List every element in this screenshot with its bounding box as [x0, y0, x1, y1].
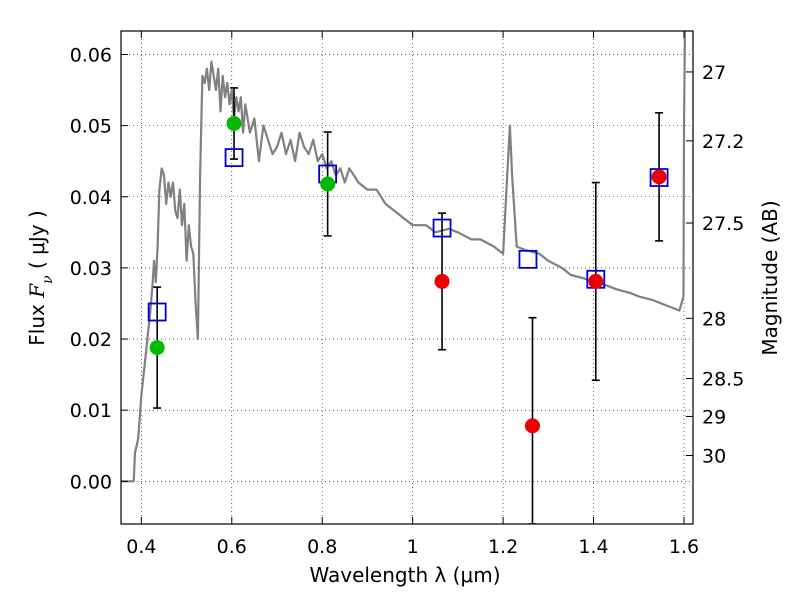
grid-layer	[121, 31, 693, 524]
observed-flux-point	[434, 273, 450, 289]
tick-layer: 0.4 0.6 0.8 1 1.2 1.4 1.6 0.00 0.01 0.02 0.03 0.04 0…	[70, 31, 744, 558]
x-tick-label: 1	[407, 536, 419, 558]
y-axis-title-suffix: ( μJy )	[25, 210, 49, 275]
y-tick-label: 0.04	[70, 187, 112, 209]
x-tick-label: 0.6	[217, 536, 247, 558]
x-tick-label: 1.6	[669, 536, 699, 558]
y2-tick-label: 30	[702, 445, 726, 467]
sed-template-line	[121, 31, 687, 483]
y-axis-title-prefix: Flux	[25, 298, 49, 346]
y2-tick-label: 29	[702, 406, 726, 428]
y-tick-label: 0.01	[70, 400, 112, 422]
y-axis-title-symbol: F	[25, 283, 49, 299]
y2-tick-label: 27	[702, 62, 726, 84]
x-tick-label: 0.8	[307, 536, 337, 558]
y2-tick-label: 27.5	[702, 213, 744, 235]
model-photometry-square	[518, 249, 538, 269]
observed-flux-point	[320, 176, 336, 192]
y-tick-label: 0.03	[70, 258, 112, 280]
observed-flux-point	[226, 115, 242, 131]
y2-tick-label: 28	[702, 308, 726, 330]
x-tick-label: 1.2	[488, 536, 518, 558]
observed-flux-point	[651, 169, 667, 185]
y-tick-label: 0.00	[70, 471, 112, 493]
y-tick-label: 0.05	[70, 116, 112, 138]
y2-tick-label: 28.5	[702, 368, 744, 390]
observed-flux-point	[588, 273, 604, 289]
y-axis-title-subscript: ν	[40, 275, 56, 284]
observed-flux-point	[149, 340, 165, 356]
y-tick-label: 0.06	[70, 44, 112, 66]
y2-axis-title: Magnitude (AB)	[758, 200, 782, 355]
x-tick-label: 0.4	[126, 536, 156, 558]
x-tick-label: 1.4	[578, 536, 608, 558]
y-tick-label: 0.02	[70, 329, 112, 351]
model-photometry-square	[432, 218, 452, 238]
y2-tick-label: 27.2	[702, 131, 744, 153]
y-axis-title: Flux Fν ( μJy )	[25, 210, 56, 345]
x-axis-title: Wavelength λ (μm)	[309, 563, 500, 587]
plot-area	[121, 31, 687, 524]
observed-flux-point	[524, 418, 540, 434]
model-photometry-square	[147, 302, 167, 322]
model-photometry-square	[649, 168, 669, 187]
model-photometry-square	[224, 148, 244, 168]
plot-frame	[120, 30, 694, 525]
